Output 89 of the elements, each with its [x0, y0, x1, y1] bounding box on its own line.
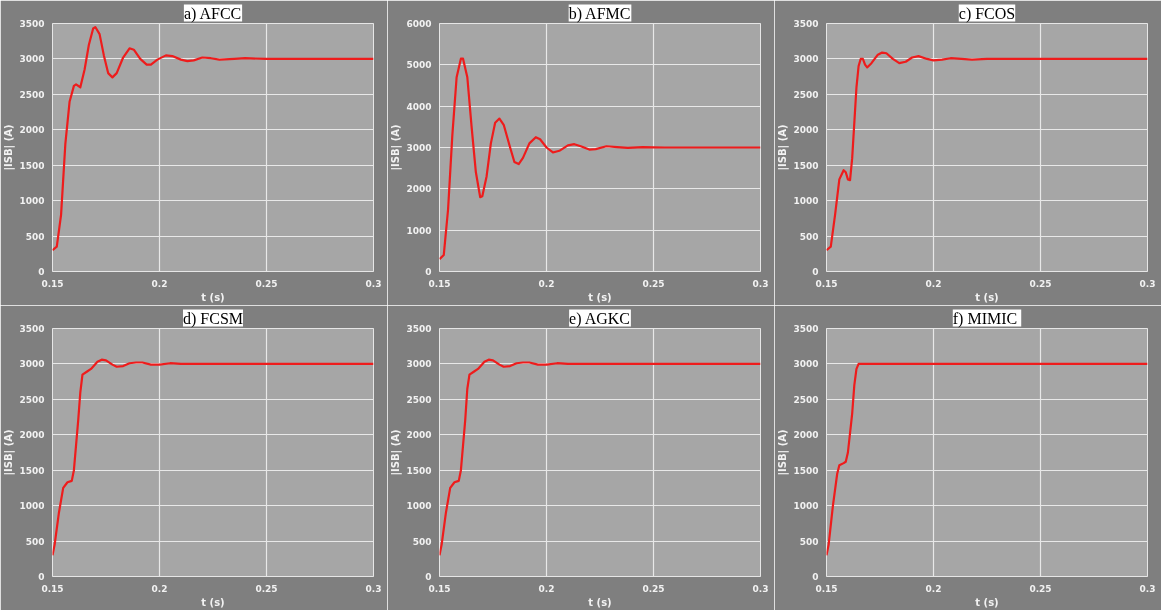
y-tick-label: 0 [425, 267, 432, 277]
y-tick-label: 1000 [406, 225, 432, 236]
x-axis-title: t (s) [588, 596, 612, 608]
y-tick-label: 2000 [19, 125, 45, 136]
x-tick-label: 0.3 [365, 278, 382, 289]
x-tick-label: 0.2 [925, 278, 942, 289]
y-tick-label: 3500 [406, 324, 432, 334]
y-tick-label: 3500 [19, 324, 45, 334]
y-tick-label: 1000 [793, 196, 819, 207]
y-tick-label: 1500 [19, 465, 45, 476]
y-tick-label: 500 [799, 536, 819, 547]
chart-title: b) AFMC [568, 4, 631, 23]
y-tick-label: 1500 [793, 160, 819, 171]
x-tick-label: 0.15 [41, 583, 64, 594]
y-axis-title: |ISB| (A) [390, 124, 403, 171]
y-tick-label: 1000 [406, 501, 432, 512]
x-axis-title: t (s) [975, 596, 999, 608]
x-axis-title: t (s) [975, 291, 999, 303]
chart-title: f) MIMIC [952, 309, 1018, 328]
y-tick-label: 2500 [19, 89, 45, 100]
x-tick-label: 0.2 [538, 278, 555, 289]
chart-title: a) AFCC [183, 4, 242, 23]
y-tick-label: 2000 [406, 184, 432, 195]
y-tick-label: 3000 [406, 143, 432, 153]
y-tick-label: 3000 [793, 54, 819, 65]
x-axis-title: t (s) [201, 596, 225, 608]
x-tick-label: 0.25 [642, 278, 665, 289]
y-tick-label: 1000 [19, 196, 45, 207]
y-tick-label: 0 [425, 572, 432, 582]
y-tick-label: 2500 [793, 89, 819, 100]
y-axis-title: |ISB| (A) [390, 429, 403, 476]
y-tick-label: 1000 [793, 501, 819, 512]
y-tick-label: 1500 [406, 465, 432, 476]
x-tick-label: 0.25 [255, 278, 278, 289]
x-tick-label: 0.2 [151, 278, 168, 289]
y-tick-label: 3000 [793, 359, 819, 370]
x-tick-label: 0.2 [925, 583, 942, 594]
x-tick-label: 0.25 [1029, 583, 1052, 594]
x-tick-label: 0.15 [815, 278, 838, 289]
y-tick-label: 2500 [406, 394, 432, 405]
y-tick-label: 2500 [19, 394, 45, 405]
y-axis-title: |ISB| (A) [3, 429, 16, 476]
x-tick-label: 0.15 [815, 583, 838, 594]
chart-title: c) FCOS [958, 4, 1016, 23]
x-tick-label: 0.2 [151, 583, 168, 594]
y-tick-label: 500 [799, 231, 819, 242]
x-tick-label: 0.2 [538, 583, 555, 594]
y-tick-label: 1500 [19, 160, 45, 171]
y-tick-label: 3500 [19, 19, 45, 29]
y-tick-label: 3000 [19, 359, 45, 370]
x-tick-label: 0.25 [255, 583, 278, 594]
y-tick-label: 2000 [406, 430, 432, 441]
y-tick-label: 2000 [19, 430, 45, 441]
y-tick-label: 0 [812, 572, 819, 582]
y-axis-title: |ISB| (A) [777, 124, 790, 171]
x-tick-label: 0.3 [365, 583, 382, 594]
x-tick-label: 0.25 [1029, 278, 1052, 289]
y-tick-label: 1000 [19, 501, 45, 512]
y-tick-label: 3000 [19, 54, 45, 65]
x-axis-title: t (s) [588, 291, 612, 303]
y-tick-label: 3000 [406, 359, 432, 370]
y-tick-label: 3500 [793, 324, 819, 334]
y-axis-title: |ISB| (A) [3, 124, 16, 171]
x-tick-label: 0.3 [1139, 278, 1156, 289]
y-tick-label: 500 [412, 536, 432, 547]
chart-title: d) FCSM [182, 309, 244, 328]
y-tick-label: 6000 [406, 19, 432, 29]
x-axis-title: t (s) [201, 291, 225, 303]
y-tick-label: 2000 [793, 125, 819, 136]
y-tick-label: 0 [812, 267, 819, 277]
y-tick-label: 500 [25, 231, 45, 242]
x-tick-label: 0.15 [428, 583, 451, 594]
x-tick-label: 0.3 [752, 278, 769, 289]
y-tick-label: 4000 [406, 101, 432, 112]
chart-title: e) AGKC [569, 309, 631, 328]
y-tick-label: 2000 [793, 430, 819, 441]
x-tick-label: 0.15 [41, 278, 64, 289]
x-tick-label: 0.25 [642, 583, 665, 594]
y-tick-label: 1500 [793, 465, 819, 476]
y-tick-label: 500 [25, 536, 45, 547]
y-axis-title: |ISB| (A) [777, 429, 790, 476]
x-tick-label: 0.3 [1139, 583, 1156, 594]
y-tick-label: 3500 [793, 19, 819, 29]
y-tick-label: 2500 [793, 394, 819, 405]
x-tick-label: 0.15 [428, 278, 451, 289]
x-tick-label: 0.3 [752, 583, 769, 594]
y-tick-label: 0 [38, 572, 45, 582]
y-tick-label: 5000 [406, 60, 432, 71]
y-tick-label: 0 [38, 267, 45, 277]
